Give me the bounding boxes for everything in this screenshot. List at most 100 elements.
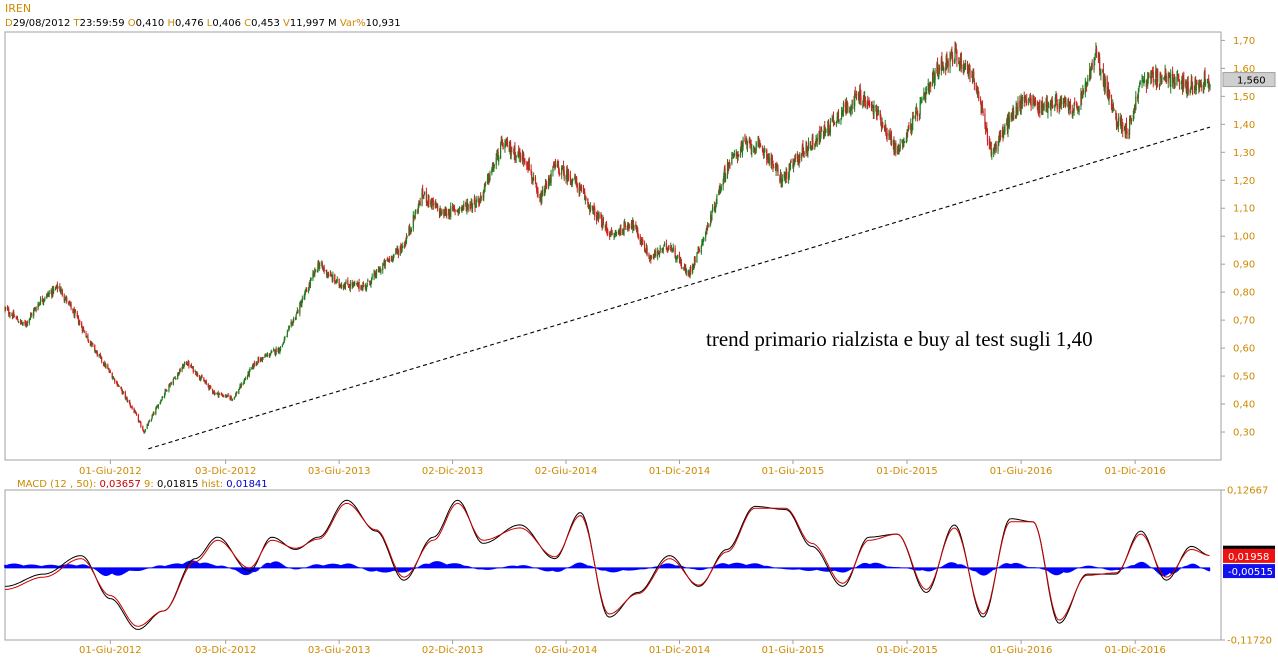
candle-body <box>306 289 308 292</box>
x-tick-label: 02-Giu-2014 <box>535 466 598 477</box>
candle-body <box>419 202 421 205</box>
candle-body <box>1003 129 1005 133</box>
candle-body <box>576 177 578 185</box>
candle-body <box>1183 77 1185 87</box>
candle-body <box>291 322 293 325</box>
candle-body <box>365 286 368 290</box>
candle-body <box>211 388 214 393</box>
candle-body <box>849 110 851 112</box>
candle-body <box>355 283 358 285</box>
candle-body <box>1087 78 1089 82</box>
candle-body <box>118 385 120 387</box>
candle-body <box>835 120 838 122</box>
candle-body <box>552 164 555 166</box>
candle-body <box>862 97 864 106</box>
candle-body <box>1155 71 1157 78</box>
candle-body <box>933 78 936 84</box>
candle-body <box>157 406 159 408</box>
candle-body <box>1085 82 1087 86</box>
candle-body <box>911 129 913 132</box>
candle-body <box>1082 90 1084 98</box>
candle-body <box>1045 103 1047 107</box>
candle-body <box>562 165 565 172</box>
header-value: 0,453 <box>251 18 280 29</box>
candle-body <box>1186 91 1188 93</box>
candle-body <box>1056 94 1058 102</box>
candle-body <box>727 163 729 169</box>
candle-body <box>441 209 443 215</box>
candle-body <box>844 102 846 108</box>
candle-body <box>670 245 672 250</box>
candle-body <box>174 377 176 379</box>
candle-body <box>144 431 146 434</box>
candle-body <box>595 215 598 221</box>
candle-body <box>829 122 831 133</box>
candle-body <box>504 142 507 146</box>
candle-body <box>341 285 343 288</box>
candle-body <box>886 132 888 137</box>
candle-body <box>1115 111 1117 119</box>
candle-body <box>781 178 783 183</box>
candle-body <box>888 133 890 137</box>
candle-body <box>375 269 378 276</box>
candle-body <box>34 308 37 310</box>
candle-body <box>999 135 1002 139</box>
candle-body <box>113 378 115 380</box>
candle-body <box>744 142 747 143</box>
candle-body <box>854 92 856 94</box>
candle-body <box>104 362 106 367</box>
candle-body <box>287 329 289 332</box>
candle-body <box>56 283 58 290</box>
candle-body <box>168 385 170 391</box>
candle-body <box>1067 104 1069 106</box>
candle-body <box>801 146 803 153</box>
candle-body <box>99 354 101 357</box>
candle-body <box>1199 80 1201 82</box>
candle-body <box>213 391 216 395</box>
candle-body <box>456 210 458 212</box>
candle-body <box>462 205 464 209</box>
candle-body <box>587 204 590 206</box>
candle-body <box>466 205 468 211</box>
candle-body <box>706 224 709 230</box>
candle-body <box>66 298 68 303</box>
candle-body <box>1123 126 1126 130</box>
candle-body <box>894 144 896 146</box>
candle-body <box>1178 79 1180 82</box>
candle-body <box>256 363 259 364</box>
candle-body <box>133 408 135 413</box>
candle-body <box>805 145 807 155</box>
candle-body <box>247 371 249 376</box>
candle-body <box>208 386 210 389</box>
macd-histogram <box>4 560 1211 577</box>
x-tick-label: 01-Dic-2016 <box>1105 645 1166 656</box>
candle-body <box>314 268 316 275</box>
candle-body <box>644 250 646 253</box>
candle-body <box>910 123 912 130</box>
candle-body <box>811 147 813 149</box>
candle-body <box>1164 70 1166 79</box>
candle-body <box>460 206 462 210</box>
candle-body <box>266 354 269 356</box>
candle-body <box>945 68 947 70</box>
candle-body <box>946 61 949 65</box>
candle-body <box>434 202 436 206</box>
candle-body <box>259 357 262 363</box>
candle-body <box>517 151 519 157</box>
candle-body <box>122 391 125 393</box>
candle-body <box>476 197 478 203</box>
candle-body <box>203 381 206 383</box>
candle-body <box>135 413 138 415</box>
candle-body <box>591 205 593 207</box>
candle-body <box>1178 82 1181 84</box>
candle-body <box>1142 80 1144 82</box>
candle-body <box>1093 60 1095 71</box>
candle-body <box>753 146 755 149</box>
candle-body <box>1016 113 1018 114</box>
candle-body <box>274 352 277 355</box>
candle-body <box>85 333 87 338</box>
candle-body <box>188 362 190 367</box>
candle-body <box>812 135 814 145</box>
candle-body <box>1099 57 1101 71</box>
candle-body <box>116 381 118 386</box>
